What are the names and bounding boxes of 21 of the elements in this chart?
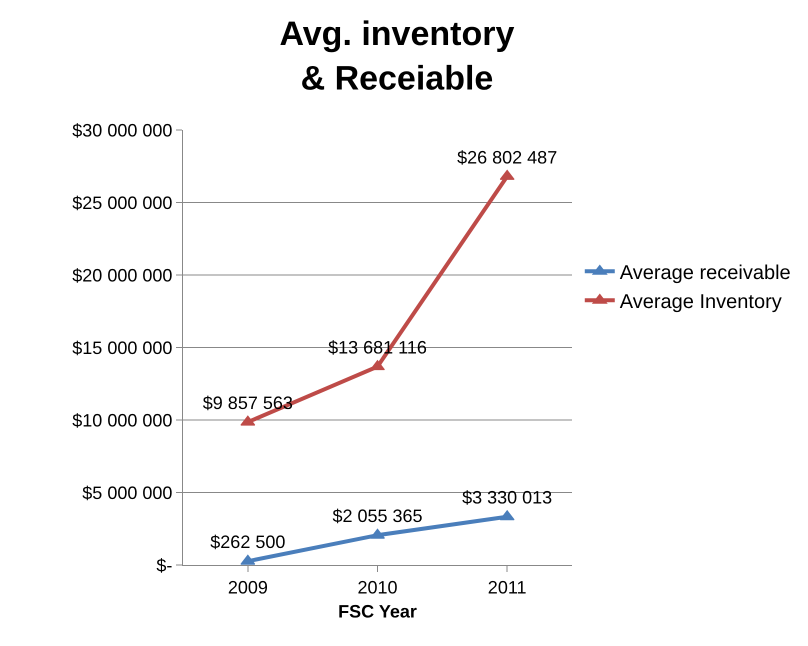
x-axis-title: FSC Year	[338, 602, 417, 622]
legend-label: Average receivable	[620, 262, 791, 284]
data-label: $3 330 013	[462, 488, 552, 508]
x-tick-label: 2010	[357, 578, 398, 598]
y-tick-label: $10 000 000	[72, 410, 172, 430]
point	[370, 528, 385, 539]
y-tick-label: $30 000 000	[72, 120, 172, 140]
legend-label: Average Inventory	[620, 291, 782, 314]
x-tick-label: 2009	[228, 578, 268, 598]
data-label: $26 802 487	[457, 147, 558, 168]
y-tick-label: $5 000 000	[82, 482, 172, 503]
data-label: $9 857 563	[202, 393, 293, 414]
point	[370, 360, 385, 370]
y-tick-label: $-	[156, 555, 172, 576]
chart-title: Avg. inventory & Receiable	[279, 15, 514, 98]
y-tick-label: $25 000 000	[72, 192, 172, 213]
y-tick-label: $20 000 000	[72, 265, 172, 286]
x-tick-label: 2011	[488, 578, 527, 598]
data-label: $2 055 365	[332, 506, 423, 526]
y-tick-label: $15 000 000	[72, 338, 172, 358]
data-label: $262 500	[210, 532, 286, 552]
